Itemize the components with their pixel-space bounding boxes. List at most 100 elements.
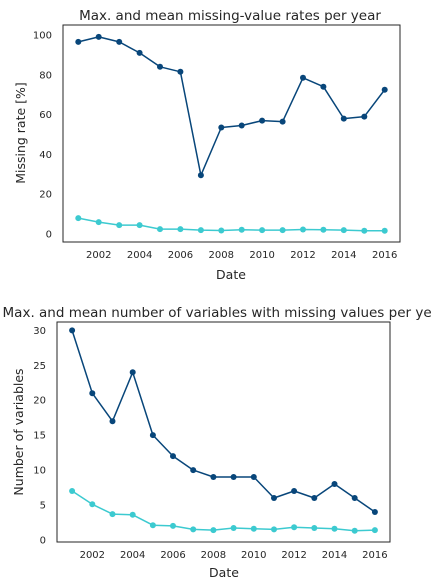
mean-series-point	[149, 522, 156, 529]
max-series-point	[250, 474, 257, 480]
mean-series-point	[129, 511, 136, 518]
max-series-line	[71, 330, 376, 513]
mean-series-point	[197, 227, 204, 234]
mean-series-point	[218, 227, 225, 234]
x-tick-label: 2004	[120, 550, 145, 561]
mean-series-point	[361, 227, 368, 234]
max-series-point	[340, 115, 347, 122]
max-series-point	[170, 453, 176, 460]
plot-frame	[56, 321, 391, 543]
mean-series-point	[271, 526, 277, 533]
x-tick-label: 2012	[281, 550, 306, 561]
max-series-point	[197, 172, 204, 179]
x-tick-label: 2008	[209, 250, 234, 261]
mean-series-point	[279, 227, 286, 234]
max-series-point	[291, 488, 298, 494]
mean-series-point	[89, 501, 96, 508]
mean-series-point	[259, 227, 266, 234]
y-tick-label: 15	[33, 431, 46, 442]
mean-series-point	[210, 527, 217, 534]
x-tick-label: 2016	[362, 550, 387, 561]
x-tick-label: 2014	[322, 550, 347, 561]
mean-series-point	[371, 527, 378, 534]
mean-series-point	[177, 226, 184, 233]
x-tick-label: 2010	[241, 550, 266, 561]
max-series-point	[129, 369, 136, 376]
mean-series-point	[311, 525, 318, 531]
max-series-point	[75, 38, 82, 45]
mean-series-point	[331, 525, 338, 532]
series-group	[69, 327, 378, 534]
max-series-point	[331, 481, 338, 487]
y-tick-labels: 0 20 40 60 80 100	[33, 30, 52, 240]
max-series-point	[300, 74, 306, 81]
mean-series-point	[238, 226, 245, 233]
max-series-point	[311, 495, 318, 501]
y-tick-label: 25	[33, 361, 46, 372]
x-tick-label: 2004	[127, 250, 152, 261]
max-series-point	[69, 327, 76, 334]
x-tick-label: 2008	[201, 550, 226, 561]
y-axis-label: Number of variables	[11, 368, 26, 495]
mean-series-point	[320, 226, 327, 233]
y-tick-label: 100	[33, 30, 52, 41]
max-series-point	[109, 418, 116, 425]
mean-series-point	[300, 226, 306, 233]
chart-title: Max. and mean number of variables with m…	[3, 305, 432, 321]
mean-series-point	[250, 525, 257, 532]
max-series-point	[95, 33, 102, 40]
y-tick-label: 20	[33, 396, 46, 407]
x-tick-label: 2006	[160, 550, 185, 561]
variable-count-panel: Max. and mean number of variables with m…	[3, 305, 432, 580]
max-series-point	[361, 113, 368, 120]
mean-series-point	[190, 526, 197, 533]
mean-series-point	[230, 525, 237, 531]
y-axis-label: Missing rate [%]	[13, 82, 28, 184]
mean-series-point	[136, 222, 143, 229]
mean-series-point	[157, 226, 163, 233]
x-tick-label: 2006	[168, 250, 193, 261]
mean-series-point	[291, 524, 298, 531]
max-series-point	[177, 68, 184, 75]
x-tick-label: 2010	[249, 250, 274, 261]
y-tick-label: 10	[33, 466, 46, 477]
mean-series-point	[170, 522, 176, 529]
max-series-point	[371, 509, 378, 515]
y-tick-labels: 0 5 10 15 20 25 30	[33, 326, 46, 547]
max-series-point	[149, 432, 156, 439]
max-series-point	[89, 390, 96, 397]
x-tick-label: 2002	[86, 250, 111, 261]
x-axis-label: Date	[216, 267, 246, 282]
max-series-point	[381, 86, 388, 93]
max-series-point	[190, 467, 197, 474]
y-tick-label: 20	[39, 190, 52, 201]
x-tick-label: 2002	[80, 550, 105, 561]
max-series-point	[116, 38, 123, 45]
max-series-point	[279, 118, 286, 125]
missing-rate-panel: Max. and mean missing-value rates per ye…	[13, 8, 401, 282]
mean-series-point	[69, 488, 76, 494]
x-tick-labels: 2002 2004 2006 2008 2010 2012 2014 2016	[80, 550, 388, 561]
mean-series-point	[109, 511, 116, 518]
mean-series-point	[351, 527, 358, 534]
mean-series-point	[95, 219, 102, 226]
y-tick-label: 40	[39, 150, 52, 161]
max-series-point	[238, 122, 245, 129]
max-series-point	[157, 63, 163, 70]
max-series-point	[210, 474, 217, 480]
y-tick-label: 80	[39, 70, 52, 81]
max-series-line	[78, 36, 386, 177]
max-series-point	[230, 474, 237, 480]
mean-series-point	[75, 215, 82, 222]
max-series-point	[320, 83, 327, 90]
plot-frame	[62, 24, 401, 243]
y-tick-label: 60	[39, 110, 52, 121]
mean-series-point	[381, 227, 388, 234]
y-tick-label: 30	[33, 326, 46, 337]
y-tick-label: 5	[40, 500, 46, 511]
x-axis-label: Date	[209, 565, 239, 580]
max-series-point	[271, 495, 277, 501]
x-tick-label: 2016	[372, 250, 397, 261]
max-series-point	[136, 49, 143, 56]
